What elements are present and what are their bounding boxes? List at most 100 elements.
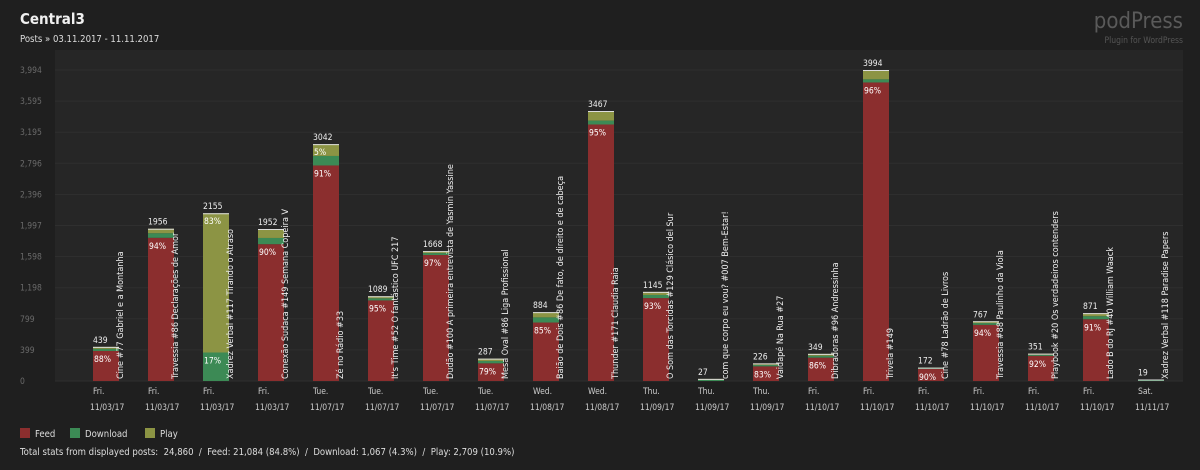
bar-group: 287 79% Mesa Oval #86 Liga Profissional bbox=[478, 249, 511, 381]
bar-percent-label: 96% bbox=[864, 86, 881, 96]
brand-subtitle: Plugin for WordPress bbox=[1105, 36, 1183, 46]
bar-segment-feed bbox=[588, 124, 614, 381]
brand-logo: podPress bbox=[1094, 9, 1183, 34]
x-day-label: Fri. bbox=[93, 387, 104, 397]
bar-segment-play bbox=[588, 111, 614, 121]
y-tick-label: 3,195 bbox=[20, 128, 42, 138]
y-tick-label: 1,198 bbox=[20, 284, 42, 294]
bar-percent-label: 91% bbox=[314, 169, 331, 179]
x-day-label: Wed. bbox=[533, 387, 552, 397]
x-date-label: 11/03/17 bbox=[200, 403, 234, 413]
x-day-label: Fri. bbox=[863, 387, 874, 397]
bar-segment-feed bbox=[258, 244, 284, 381]
x-day-label: Fri. bbox=[258, 387, 269, 397]
x-day-label: Tue. bbox=[312, 387, 328, 397]
bar-segment-download bbox=[808, 355, 834, 358]
bar-segment-feed bbox=[1028, 355, 1054, 381]
bar-group: 349 86% Dibradoras #96 Andressinha bbox=[808, 262, 841, 381]
bar-segment-download bbox=[203, 352, 229, 381]
x-date-label: 11/03/17 bbox=[145, 403, 179, 413]
bar-total-label: 1668 bbox=[423, 240, 443, 250]
bar-percent-label: 17% bbox=[204, 357, 221, 367]
post-title-label: Baião de Dois #86 De fato, de direito e … bbox=[556, 176, 566, 379]
bar-percent-label: 79% bbox=[479, 367, 496, 377]
bar-percent-label: 92% bbox=[1029, 360, 1046, 370]
post-title-label: Cine #78 Ladrão de Livros bbox=[941, 272, 951, 379]
bar-segment-play bbox=[368, 296, 394, 299]
bar-group: 226 83% Vaidapé Na Rua #27 bbox=[753, 296, 786, 381]
bar-percent-label: 94% bbox=[974, 329, 991, 339]
bar-segment-feed bbox=[753, 366, 779, 381]
x-date-label: 11/10/17 bbox=[805, 403, 839, 413]
bar-total-label: 226 bbox=[753, 352, 768, 362]
bar-group: 439 88% Cine #77 Gabriel e a Montanha bbox=[93, 251, 126, 381]
bar-segment-download bbox=[973, 323, 999, 325]
x-date-label: 11/07/17 bbox=[475, 403, 509, 413]
post-title-label: Dibradoras #96 Andressinha bbox=[831, 262, 841, 379]
post-title-label: Lado B do RJ #40 William Waack bbox=[1106, 247, 1116, 379]
post-title-label: Conexão Sudaca #149 Semana Copeira V bbox=[281, 209, 291, 379]
bar-segment-feed bbox=[973, 324, 999, 381]
y-tick-label: 0 bbox=[20, 377, 25, 387]
bar-segment-download bbox=[588, 120, 614, 125]
bar-segment-download bbox=[753, 364, 779, 367]
bar-segment-feed bbox=[808, 357, 834, 381]
bar-total-label: 27 bbox=[698, 368, 708, 378]
bar-total-label: 767 bbox=[973, 310, 988, 320]
x-date-label: 11/07/17 bbox=[310, 403, 344, 413]
bar-segment-download bbox=[478, 360, 504, 364]
x-day-label: Wed. bbox=[588, 387, 607, 397]
x-date-label: 11/08/17 bbox=[585, 403, 619, 413]
x-day-label: Fri. bbox=[1028, 387, 1039, 397]
bar-total-label: 351 bbox=[1028, 343, 1043, 353]
y-tick-label: 1,997 bbox=[20, 222, 42, 232]
bar-segment-play bbox=[313, 144, 339, 156]
x-date-label: 11/09/17 bbox=[695, 403, 729, 413]
x-date-label: 11/10/17 bbox=[1025, 403, 1059, 413]
total-stats: Total stats from displayed posts: 24,860… bbox=[19, 447, 514, 458]
bar-segment-feed bbox=[313, 165, 339, 381]
bar-percent-label: 97% bbox=[424, 259, 441, 269]
bar-percent-label: 95% bbox=[589, 129, 606, 139]
bar-segment-feed bbox=[148, 237, 174, 381]
post-title-label: Travessia #86 Declarações de Amor bbox=[171, 232, 181, 380]
x-day-label: Sat. bbox=[1138, 387, 1153, 397]
bar-segment-download bbox=[1083, 316, 1109, 320]
bar-group: 351 92% Playbook #20 Os verdadeiros conten… bbox=[1028, 211, 1061, 381]
bar-total-label: 439 bbox=[93, 336, 108, 346]
y-tick-label: 799 bbox=[20, 315, 35, 325]
bar-total-label: 1089 bbox=[368, 285, 388, 295]
bar-total-label: 19 bbox=[1138, 369, 1148, 379]
bar-segment-feed bbox=[918, 368, 944, 381]
bar-segment-play bbox=[258, 229, 284, 238]
legend-label-play: Play bbox=[160, 429, 178, 440]
x-date-label: 11/10/17 bbox=[1080, 403, 1114, 413]
bar-total-label: 1952 bbox=[258, 218, 278, 228]
bar-group: 767 94% Travessia #88 Paulinho da Viola bbox=[973, 250, 1006, 381]
x-day-label: Fri. bbox=[808, 387, 819, 397]
bar-group: 871 91% Lado B do RJ #40 William Waack bbox=[1083, 247, 1116, 381]
y-axis: 3,994 3,595 3,195 2,796 2,396 1,997 1,598 1,198… bbox=[20, 66, 42, 387]
x-date-label: 11/07/17 bbox=[420, 403, 454, 413]
bar-segment-feed bbox=[478, 363, 504, 381]
x-day-label: Tue. bbox=[422, 387, 438, 397]
post-title-label: Xadrez Verbal #117 Tirando o Atraso bbox=[226, 229, 236, 379]
bar-segment-play bbox=[148, 228, 174, 234]
bar-total-label: 3042 bbox=[313, 133, 333, 143]
post-title-label: Dudão #100 A primeira entrevista de Yasm… bbox=[446, 164, 456, 379]
bar-segment-download bbox=[863, 79, 889, 83]
x-date-label: 11/03/17 bbox=[255, 403, 289, 413]
post-title-label: O Som das Torcidas #129 Clásico del Sur bbox=[666, 212, 676, 379]
bar-group: 3467 95% Thunder #171 Claudia Raia bbox=[588, 100, 621, 381]
bar-group: 884 85% Baião de Dois #86 De fato, de dire… bbox=[533, 176, 566, 381]
bar-group: 27 com que corpo eu vou? #007 Bem-Estar! bbox=[698, 211, 731, 381]
bar-segment-play bbox=[863, 70, 889, 80]
bar-segment-play bbox=[203, 213, 229, 353]
y-tick-label: 3,595 bbox=[20, 97, 42, 107]
x-day-label: Thu. bbox=[697, 387, 715, 397]
bar-segment-feed bbox=[863, 82, 889, 382]
bar-segment-feed bbox=[368, 300, 394, 381]
bar-group: 1952 90% Conexão Sudaca #149 Semana Copeir… bbox=[258, 209, 291, 381]
bar-percent-label: 86% bbox=[809, 362, 826, 372]
